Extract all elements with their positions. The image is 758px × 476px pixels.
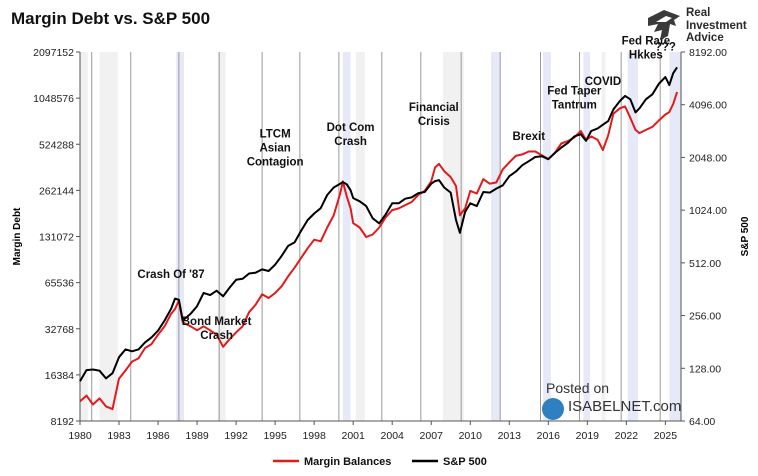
logo-line-3: Advice — [686, 32, 724, 44]
y-right-tick-label: 2048.00 — [689, 152, 727, 164]
annotation-label: Brexit — [512, 131, 545, 143]
annotation-label: Dot Com Crash — [327, 122, 375, 148]
shaded-period — [669, 52, 681, 421]
sp500-line — [79, 66, 678, 382]
y-left-tick-label: 524288 — [39, 139, 74, 151]
y-left-tick-label: 131072 — [39, 232, 74, 244]
y-right-tick-label: 4096.00 — [689, 100, 727, 112]
recession-band — [99, 52, 118, 421]
y-left-tick-label: 16384 — [45, 370, 74, 382]
x-tick-label: 1998 — [302, 430, 326, 442]
recession-band — [217, 52, 226, 421]
y-right-tick-label: 64.00 — [689, 416, 715, 428]
y-right-tick-label: 1024.00 — [689, 205, 727, 217]
recession-band — [80, 52, 88, 421]
shaded-period — [543, 52, 551, 421]
x-tick-label: 2025 — [654, 430, 678, 442]
y-left-tick-label: 2097152 — [33, 47, 74, 59]
logo-line-1: Real — [686, 7, 711, 19]
globe-icon — [542, 398, 564, 420]
y-right-tick-label: 128.00 — [689, 363, 721, 375]
eagle-icon — [648, 10, 680, 40]
y-left-axis-label: Margin Debt — [12, 207, 23, 265]
x-tick-label: 1986 — [146, 430, 170, 442]
series-lines — [79, 66, 679, 411]
recession-band — [442, 52, 464, 421]
x-tick-label: 1989 — [185, 430, 209, 442]
annotation-label: Crash Of '87 — [137, 269, 204, 281]
y-left-tick-label: 65536 — [45, 278, 74, 290]
shaded-period — [176, 52, 185, 421]
x-tick-label: 2022 — [615, 430, 639, 442]
shaded-period — [583, 52, 590, 421]
x-tick-label: 1983 — [107, 430, 131, 442]
annotation-label: Bond Market Crash — [182, 316, 252, 342]
y-right-tick-label: 8192.00 — [689, 47, 727, 59]
shaded-period — [627, 52, 639, 421]
x-tick-label: 1980 — [68, 430, 92, 442]
y-right-tick-label: 512.00 — [689, 258, 721, 270]
shaded-period — [342, 52, 351, 421]
x-tick-label: 1992 — [224, 430, 248, 442]
annotation-label: Financial Crisis — [409, 102, 459, 128]
x-tick-label: 2010 — [459, 430, 483, 442]
annotation-label: Fed Rate Hkkes — [622, 36, 671, 62]
watermark-line-1: Posted on — [546, 380, 610, 396]
legend-label: S&P 500 — [443, 456, 487, 468]
x-tick-label: 2004 — [381, 430, 405, 442]
x-tick-label: 2016 — [537, 430, 561, 442]
recession-band — [355, 52, 365, 421]
y-right-axis-label: S&P 500 — [740, 216, 751, 256]
recession-band — [601, 52, 606, 421]
x-tick-label: 1995 — [263, 430, 287, 442]
annotation-label: ??? — [655, 41, 676, 53]
chart-title: Margin Debt vs. S&P 500 — [11, 9, 211, 28]
isabelnet-watermark: Posted on ISABELNET.com — [540, 378, 690, 422]
y-left-tick-label: 8192 — [51, 416, 75, 428]
x-tick-label: 2007 — [420, 430, 444, 442]
logo-line-2: Investment — [686, 19, 747, 32]
real-investment-advice-logo: Real Investment Advice — [646, 6, 752, 46]
x-tick-label: 2019 — [576, 430, 600, 442]
annotation-label: COVID — [585, 76, 621, 88]
annotation-label: LTCM Asian Contagion — [247, 129, 304, 169]
y-right-tick-label: 256.00 — [689, 311, 721, 323]
shaded-period — [491, 52, 501, 421]
legend-label: Margin Balances — [304, 456, 391, 468]
watermark-line-2: ISABELNET.com — [568, 398, 682, 415]
legend: Margin Balances S&P 500 — [273, 456, 487, 468]
annotation-label: Fed Taper Tantrum — [547, 85, 602, 111]
x-tick-label: 2013 — [498, 430, 522, 442]
y-left-tick-label: 262144 — [39, 185, 74, 197]
y-left-tick-label: 1048576 — [33, 93, 74, 105]
y-left-tick-label: 32768 — [45, 324, 74, 336]
shaded-bands — [80, 52, 681, 421]
annotations: Crash Of '87 Bond Market Crash LTCM Asian Con… — [137, 36, 676, 343]
event-lines — [91, 52, 661, 421]
axes: 1980 1983 1986 1989 1992 1995 1998 2001 2004 2007… — [12, 47, 751, 442]
x-tick-label: 2001 — [342, 430, 366, 442]
